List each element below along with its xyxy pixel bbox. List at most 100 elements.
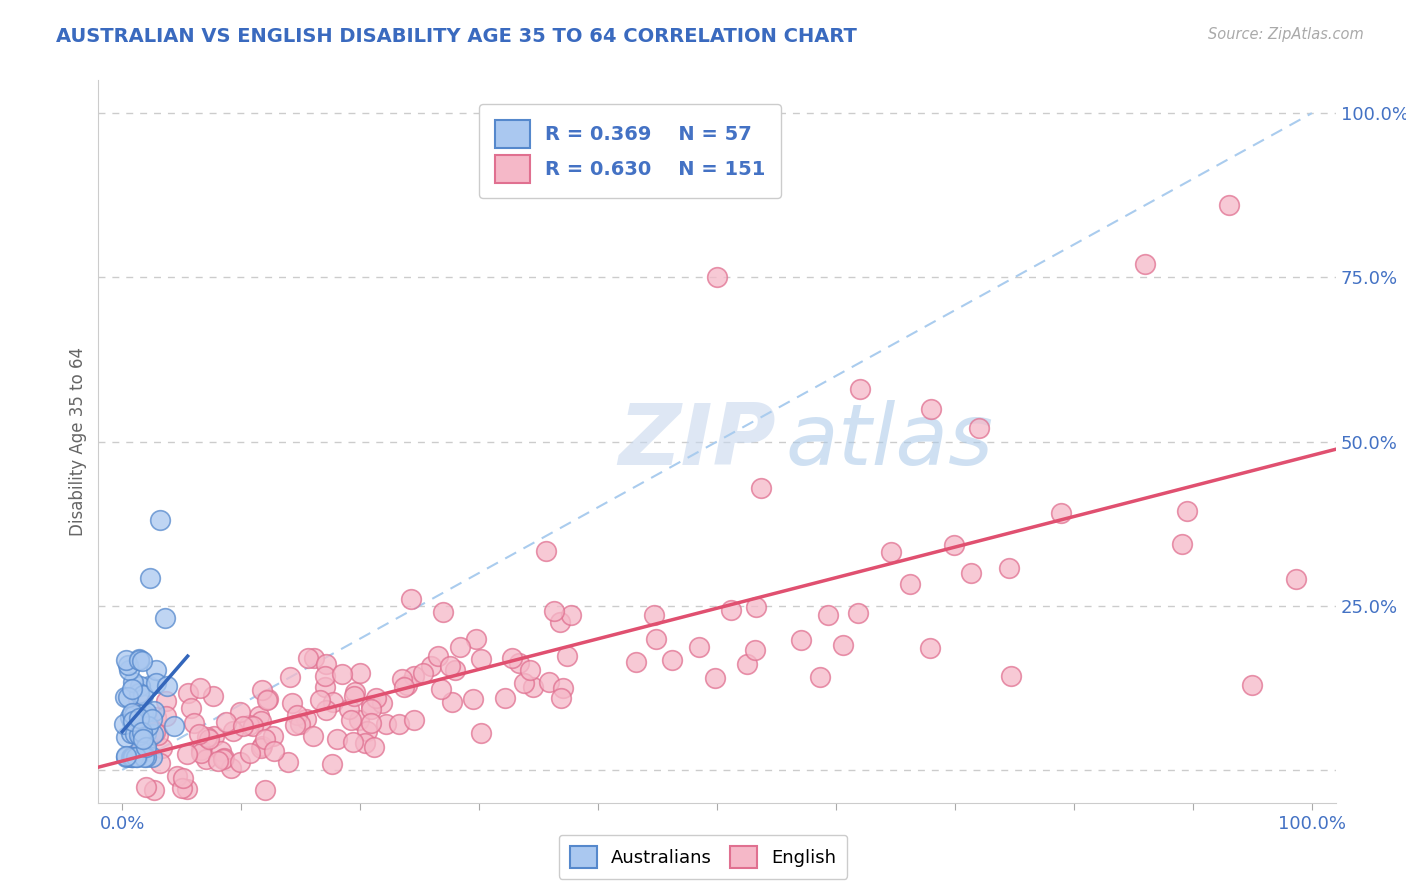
Point xyxy=(250,739,273,754)
Point xyxy=(343,689,366,703)
Point xyxy=(143,725,166,739)
Point xyxy=(117,690,139,705)
Point xyxy=(183,716,205,731)
Point xyxy=(522,681,544,695)
Point xyxy=(121,682,143,697)
Point xyxy=(120,749,142,764)
Point xyxy=(388,716,411,731)
Point xyxy=(135,740,157,755)
Point xyxy=(337,702,360,716)
Point xyxy=(284,717,307,731)
Point xyxy=(538,675,561,690)
Point xyxy=(551,681,574,696)
Point xyxy=(131,688,153,702)
Point xyxy=(412,665,434,680)
Point xyxy=(832,638,855,652)
Point xyxy=(439,658,461,673)
Point xyxy=(399,592,422,607)
Point xyxy=(131,725,153,739)
Point xyxy=(209,744,232,758)
Point xyxy=(285,708,308,723)
Point xyxy=(118,663,141,677)
Point xyxy=(128,652,150,666)
Point xyxy=(555,648,578,663)
Point xyxy=(129,743,152,757)
Point xyxy=(898,577,921,591)
Point xyxy=(429,682,451,697)
Point xyxy=(229,756,252,770)
Point xyxy=(166,769,188,783)
Point xyxy=(141,749,163,764)
Point xyxy=(321,757,343,772)
Point xyxy=(139,571,162,585)
Legend: Australians, English: Australians, English xyxy=(558,835,848,879)
Point xyxy=(172,781,194,796)
Point xyxy=(360,715,382,730)
Point xyxy=(150,740,173,755)
Point xyxy=(326,731,349,746)
Point xyxy=(156,679,179,693)
Point xyxy=(239,746,262,760)
Point xyxy=(127,692,149,706)
Point xyxy=(1170,537,1192,551)
Point xyxy=(172,771,194,785)
Point xyxy=(920,641,942,656)
Point xyxy=(131,654,153,668)
Point xyxy=(219,760,242,774)
Point xyxy=(998,561,1021,575)
Legend: R = 0.369    N = 57, R = 0.630    N = 151: R = 0.369 N = 57, R = 0.630 N = 151 xyxy=(479,104,782,198)
Point xyxy=(297,651,319,665)
Point xyxy=(188,681,211,695)
Point xyxy=(470,726,492,740)
Point xyxy=(128,724,150,739)
Point xyxy=(354,736,377,750)
Point xyxy=(141,712,163,726)
Point xyxy=(128,685,150,699)
Point xyxy=(720,603,742,617)
Point xyxy=(242,719,264,733)
Text: ZIP: ZIP xyxy=(619,400,776,483)
Point xyxy=(360,702,382,716)
Point xyxy=(1241,677,1264,691)
Point xyxy=(360,698,382,712)
Point xyxy=(247,709,270,723)
Point xyxy=(302,651,325,665)
Point xyxy=(278,670,301,684)
Point xyxy=(135,780,157,794)
Point xyxy=(142,782,165,797)
Point xyxy=(256,692,278,706)
Point xyxy=(314,669,336,683)
Point xyxy=(190,743,212,757)
Point xyxy=(644,607,666,622)
Point xyxy=(135,749,157,764)
Point xyxy=(254,732,277,747)
Point xyxy=(550,691,572,706)
Point xyxy=(155,611,177,625)
Point xyxy=(534,544,557,558)
Point xyxy=(163,718,186,732)
Point xyxy=(464,632,486,647)
Point xyxy=(808,670,831,684)
Point xyxy=(142,727,165,741)
Point xyxy=(440,695,463,709)
Point xyxy=(1175,504,1198,518)
Point xyxy=(706,270,728,285)
Point xyxy=(121,706,143,721)
Point xyxy=(198,732,221,747)
Y-axis label: Disability Age 35 to 64: Disability Age 35 to 64 xyxy=(69,347,87,536)
Point xyxy=(1050,506,1073,520)
Point xyxy=(120,726,142,740)
Point xyxy=(180,701,202,715)
Text: AUSTRALIAN VS ENGLISH DISABILITY AGE 35 TO 64 CORRELATION CHART: AUSTRALIAN VS ENGLISH DISABILITY AGE 35 … xyxy=(56,27,858,45)
Point xyxy=(263,744,285,758)
Point xyxy=(688,640,710,654)
Point xyxy=(1000,668,1022,682)
Point xyxy=(277,755,299,769)
Point xyxy=(449,640,471,655)
Point xyxy=(250,741,273,756)
Point xyxy=(356,723,378,738)
Point xyxy=(344,685,367,699)
Point xyxy=(132,732,155,747)
Point xyxy=(543,603,565,617)
Point xyxy=(212,751,235,765)
